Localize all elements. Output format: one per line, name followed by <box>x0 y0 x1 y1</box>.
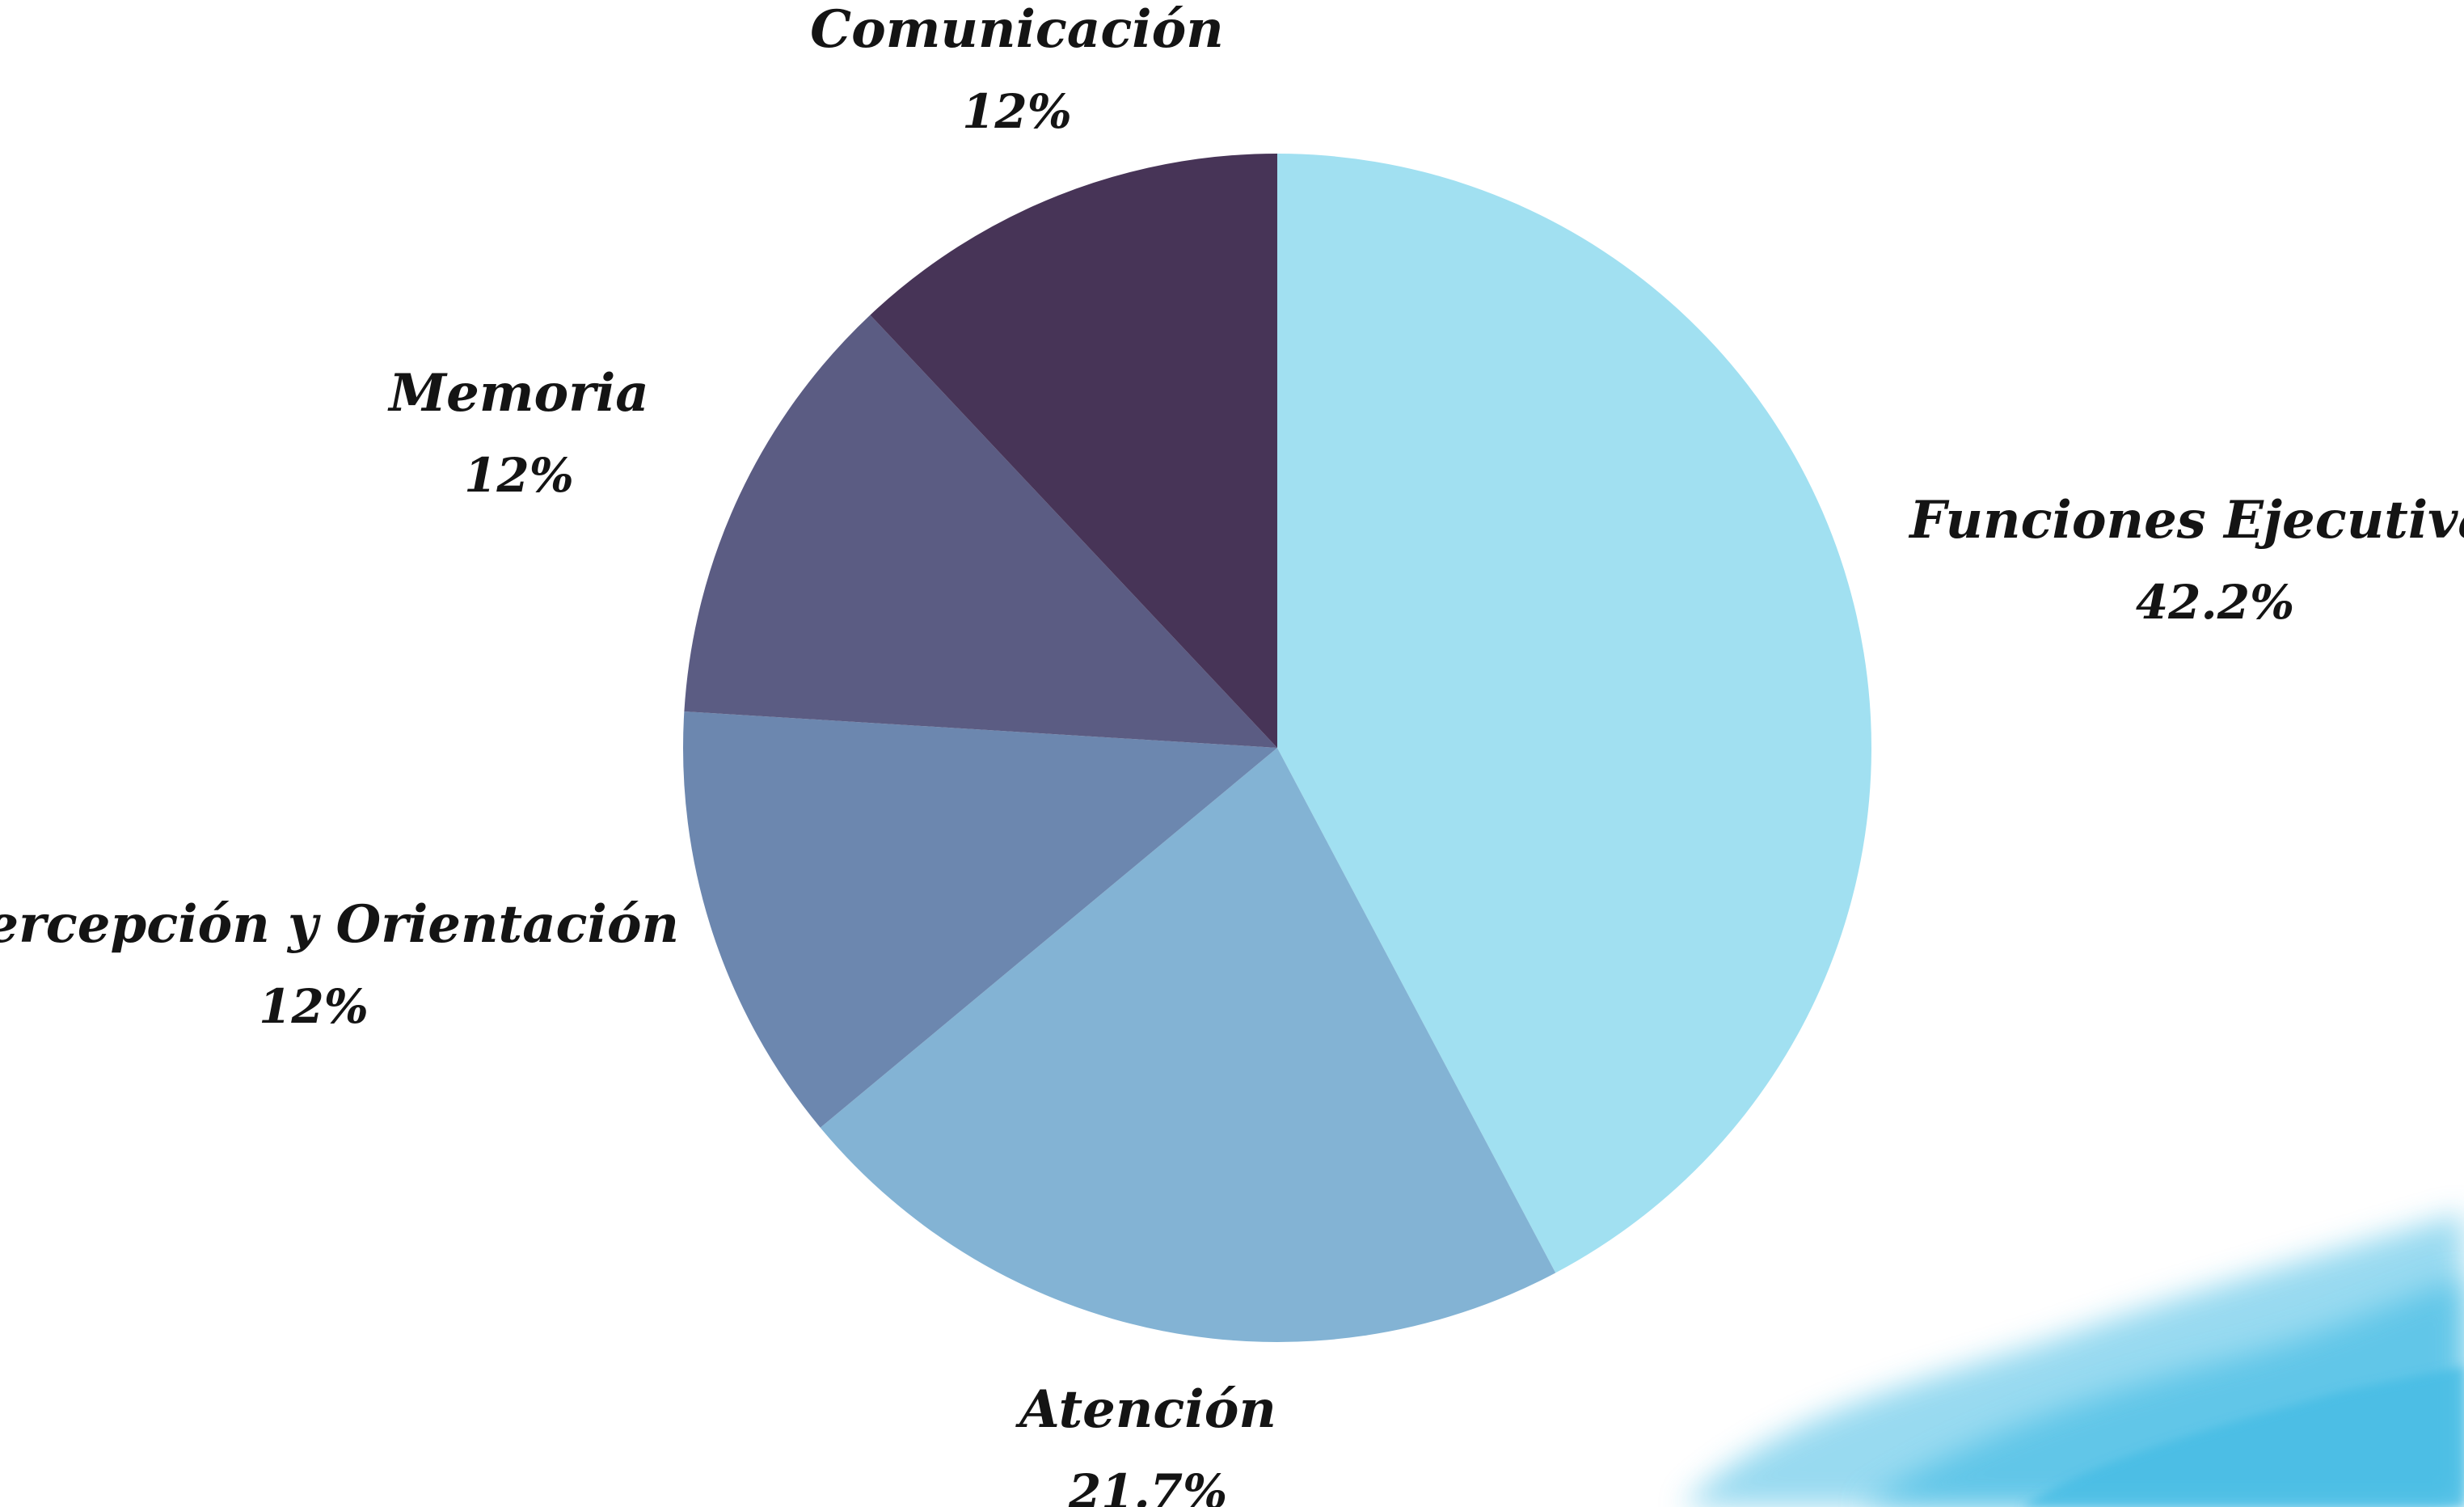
slice-label-memoria: Memoria <box>387 363 648 424</box>
slice-value-memoria: 12% <box>464 448 574 503</box>
pie-slice-comunicacion <box>870 154 1277 748</box>
slice-label-atencion: Atención <box>1015 1379 1276 1440</box>
slice-label-funciones-ejecutivas: Funciones Ejecutivas <box>1908 490 2464 551</box>
slice-value-atencion: 21.7% <box>1068 1464 1227 1507</box>
slice-label-comunicacion: Comunicación <box>810 0 1224 60</box>
slice-value-funciones-ejecutivas: 42.2% <box>2136 575 2294 630</box>
pie-slices <box>682 154 1871 1342</box>
watercolor-blob-3 <box>2021 1366 2464 1507</box>
slice-value-percepcion-y-orientacion: 12% <box>259 979 369 1034</box>
slice-value-comunicacion: 12% <box>962 84 1072 139</box>
slice-label-percepcion-y-orientacion: Percepción y Orientación <box>0 894 679 955</box>
pie-slice-memoria <box>684 314 1277 749</box>
pie-slice-atencion <box>820 748 1556 1342</box>
watercolor-decoration <box>1681 1213 2464 1507</box>
pie-slice-funciones-ejecutivas <box>1277 154 1871 1273</box>
pie-slice-percepcion-y-orientacion <box>682 711 1277 1128</box>
